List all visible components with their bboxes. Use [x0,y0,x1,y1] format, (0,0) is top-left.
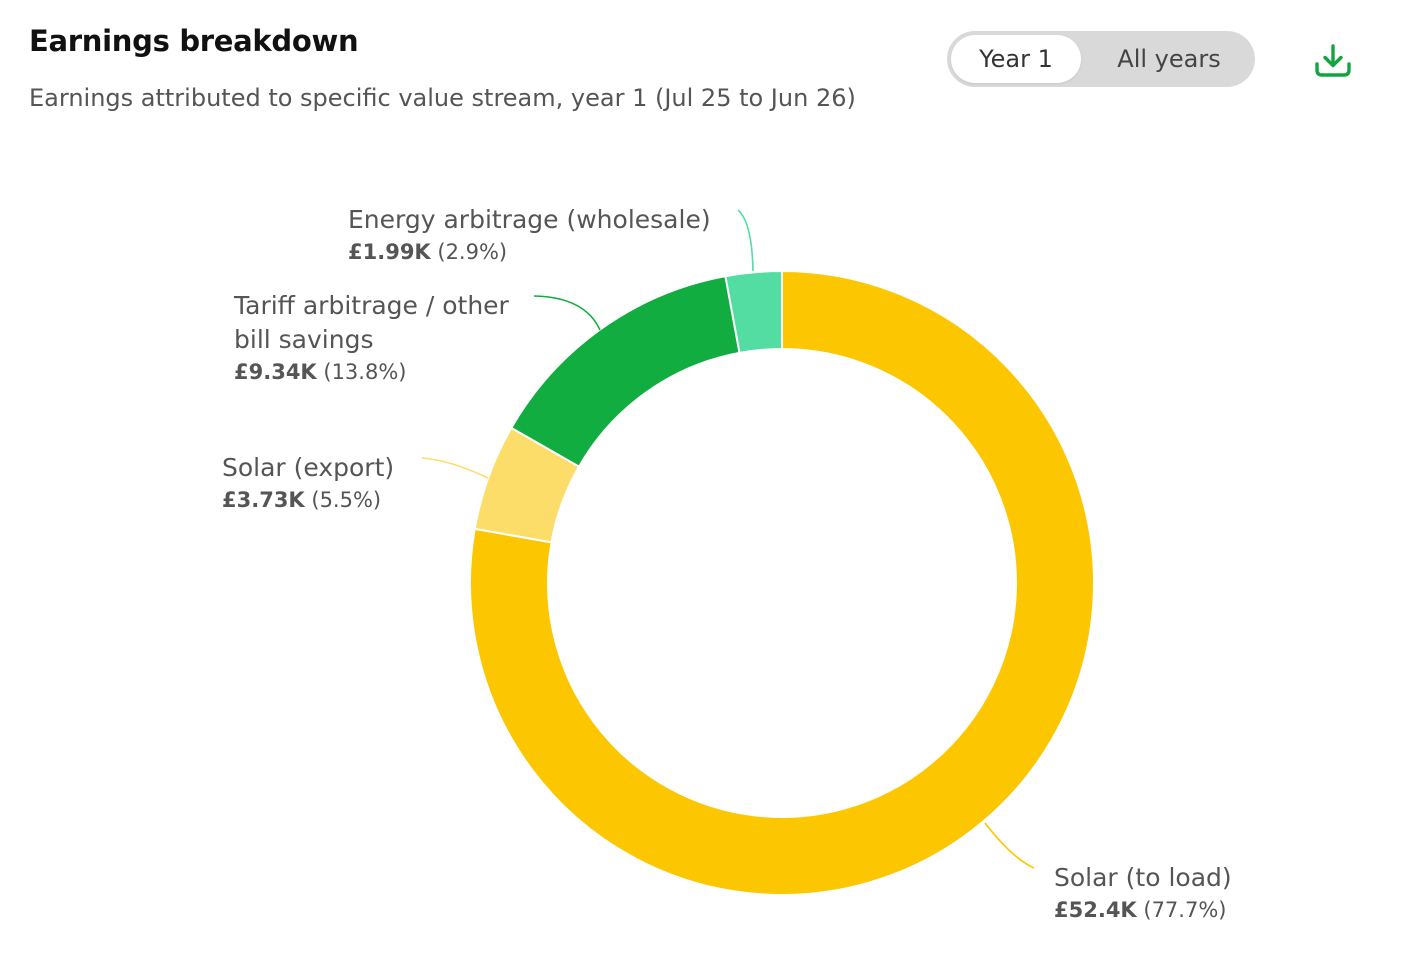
slice-energy-arbitrage-wholesale[interactable] [724,269,783,355]
slice-name-tariff-arbitrage-other-bill-savings-line-2: bill savings [234,325,373,354]
leader-line-solar-export [421,457,489,479]
slice-label-energy-arbitrage-wholesale: Energy arbitrage (wholesale) £1.99K (2.9%… [348,205,711,264]
leader-line-tariff-arbitrage-other-bill-savings [533,295,601,331]
slice-name-energy-arbitrage-wholesale: Energy arbitrage (wholesale) [348,205,711,234]
leader-line-energy-arbitrage-wholesale [737,209,754,272]
slice-tariff-arbitrage-other-bill-savings[interactable] [509,275,741,469]
slice-value-tariff-arbitrage-other-bill-savings: £9.34K (13.8%) [234,360,406,384]
slice-name-solar-to-load: Solar (to load) [1054,863,1232,892]
card-title: Earnings breakdown [29,24,359,58]
download-button[interactable] [1313,40,1353,80]
toggle-all-years[interactable]: All years [1117,45,1221,73]
slice-value-solar-export: £3.73K (5.5%) [222,488,381,512]
leader-line-solar-to-load [984,822,1035,869]
slice-name-tariff-arbitrage-other-bill-savings-line-1: Tariff arbitrage / other [233,291,510,320]
download-icon [1315,44,1351,77]
slice-label-tariff-arbitrage-other-bill-savings: Tariff arbitrage / other bill savings £9.3… [233,291,510,384]
slice-value-energy-arbitrage-wholesale: £1.99K (2.9%) [348,240,507,264]
slice-label-solar-to-load: Solar (to load) £52.4K (77.7%) [1054,863,1232,922]
card-subtitle: Earnings attributed to specific value st… [29,84,856,112]
slice-name-solar-export: Solar (export) [222,453,394,482]
slice-solar-to-load[interactable] [469,269,1095,896]
period-toggle[interactable]: Year 1 All years [947,31,1255,87]
slice-value-solar-to-load: £52.4K (77.7%) [1054,898,1226,922]
toggle-year-1[interactable]: Year 1 [951,35,1081,83]
slice-label-solar-export: Solar (export) £3.73K (5.5%) [222,453,394,512]
